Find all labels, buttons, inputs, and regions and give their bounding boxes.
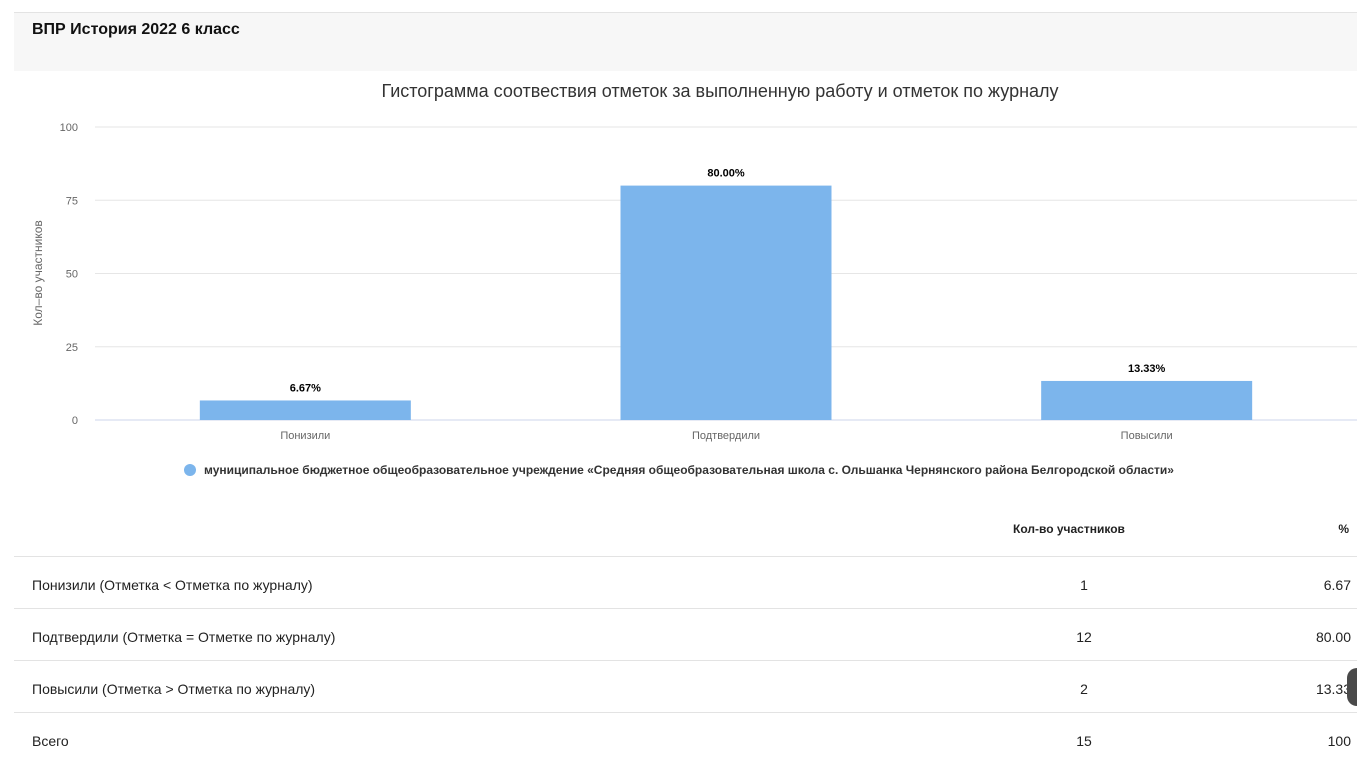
x-tick-label: Понизили — [280, 430, 330, 442]
y-tick-label: 25 — [66, 342, 78, 354]
row-count: 12 — [1076, 629, 1092, 645]
data-label: 13.33% — [1128, 363, 1166, 375]
y-tick-label: 75 — [66, 195, 78, 207]
table-row: Повысили (Отметка > Отметка по журналу) … — [14, 660, 1357, 713]
row-percent: 6.67 — [1323, 577, 1351, 593]
top-divider — [14, 12, 1357, 13]
data-label: 6.67% — [290, 382, 321, 394]
bar — [1041, 380, 1253, 420]
row-label: Всего — [32, 733, 69, 749]
table-header-count: Кол-во участников — [1013, 522, 1125, 536]
table-row: Подтвердили (Отметка = Отметке по журнал… — [14, 608, 1357, 661]
chart-title: Гистограмма соотвествия отметок за выпол… — [381, 81, 1058, 101]
row-label: Понизили (Отметка < Отметка по журналу) — [32, 577, 313, 593]
y-axis-label: Кол–во участников — [31, 220, 45, 326]
row-label: Подтвердили (Отметка = Отметке по журнал… — [32, 629, 336, 645]
x-tick-label: Повысили — [1121, 430, 1173, 442]
page-title: ВПР История 2022 6 класс — [32, 21, 240, 38]
data-label: 80.00% — [707, 168, 745, 180]
row-percent: 80.00 — [1315, 629, 1351, 645]
page-header: ВПР История 2022 6 класс — [14, 13, 1357, 71]
row-count: 2 — [1080, 681, 1088, 697]
table-row: Понизили (Отметка < Отметка по журналу) … — [14, 556, 1357, 609]
row-percent: 100 — [1327, 733, 1351, 749]
legend-marker — [184, 464, 196, 476]
y-tick-label: 50 — [66, 269, 78, 281]
row-percent: 13.33 — [1315, 681, 1351, 697]
legend-label: муниципальное бюджетное общеобразователь… — [204, 463, 1174, 477]
bar — [620, 185, 832, 420]
row-label: Повысили (Отметка > Отметка по журналу) — [32, 681, 316, 697]
row-count: 1 — [1080, 577, 1088, 593]
bar — [199, 400, 411, 420]
y-tick-label: 100 — [60, 122, 78, 134]
scrollbar-thumb[interactable] — [1347, 668, 1357, 706]
y-tick-label: 0 — [72, 415, 78, 427]
histogram-chart: Гистограмма соотвествия отметок за выпол… — [31, 81, 1357, 477]
table-header-percent: % — [1338, 522, 1349, 536]
x-tick-label: Подтвердили — [692, 430, 760, 442]
row-count: 15 — [1076, 733, 1092, 749]
table-row-total: Всего 15 100 — [14, 712, 1357, 765]
